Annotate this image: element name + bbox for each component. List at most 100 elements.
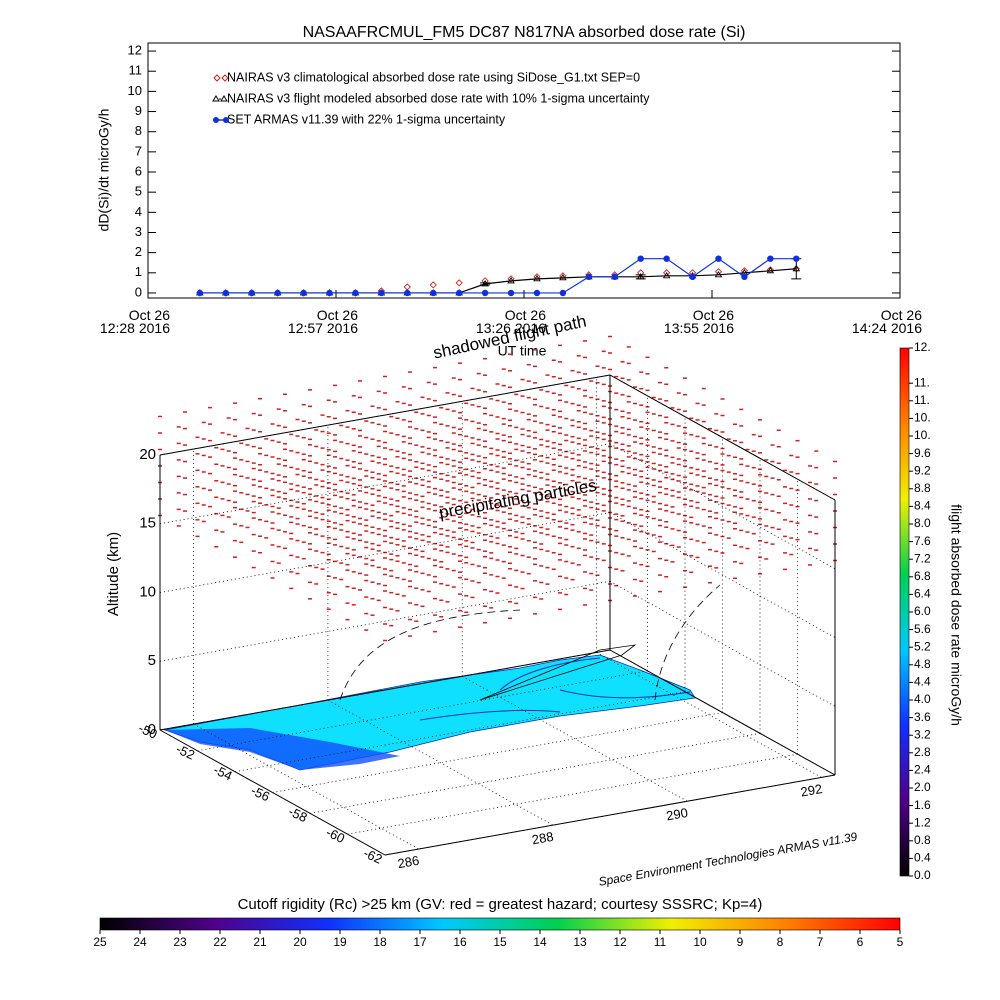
marker [455,289,463,297]
colorbar-tick-label: 15 [493,935,507,949]
marker [403,283,411,291]
colorbar-tick-label: 5.2 [914,639,931,653]
colorbar-tick-label: 0.0 [914,868,931,882]
colorbar-tick-label: 20 [293,935,307,949]
marker [481,280,489,287]
x-tick-label: Oct 26 12:28 2016 [100,307,170,336]
marker [507,275,515,283]
x-tick-label: -54 [211,762,234,784]
z-tick-label: 5 [148,652,156,669]
legend-marker [213,117,219,123]
error-bar [480,282,491,286]
colorbar-tick-label: 6 [857,935,864,949]
x-tick-label: Oct 26 13:26 2016 [476,307,546,336]
colorbar-tick-label: 16 [453,935,467,949]
marker [689,273,696,281]
x-tick-label: -52 [174,741,197,763]
legend-marker [213,74,229,82]
x-tick-label: Oct 26 13:55 2016 [664,307,734,336]
z-tick-label: 15 [139,515,156,532]
colorbar-tick-label: 6.0 [914,604,931,618]
legend-label: NAIRAS v3 flight modeled absorbed dose r… [227,91,650,105]
marker [300,289,307,297]
colorbar-tick-label: 4.8 [914,657,931,671]
grid-line [159,649,611,731]
colorbar-tick-label: 12 [613,935,627,949]
colorbar-tick-label: 6.8 [914,569,931,583]
colorbar-tick-label: 7.2 [914,551,931,565]
colorbar-tick-label: 8.4 [914,499,931,513]
marker [714,270,723,278]
marker [326,289,333,297]
colorbar-tick-label: 0.4 [914,851,931,865]
marker [533,289,541,297]
y-tick-label: 3 [135,224,142,239]
colorbar-tick-label: 18 [373,935,387,949]
x-tick-label: -58 [286,804,309,826]
grid-line [159,512,611,593]
grid-line [197,670,648,752]
marker [533,273,541,281]
chart-title: NASAAFRCMUL_FM5 DC87 N817NA absorbed dos… [303,24,746,41]
colorbar-tick-label: 17 [413,935,427,949]
y-tick-label: 0 [135,284,142,299]
colorbar-tick-label: 6.4 [914,587,931,601]
grid-line [609,443,836,570]
colorbar-tick-label: 12. [914,340,931,354]
error-bar [635,274,646,280]
colorbar-tick-label: 10. [914,428,931,442]
colorbar-tick-label: 25 [93,935,107,949]
x-tick-label: -62 [361,845,384,867]
grid-line [609,580,836,707]
grid-line [384,774,836,856]
marker [455,279,463,287]
colorbar-tick-label: 5.6 [914,622,931,636]
grid-line [309,732,761,814]
y-tick-label: 1 [135,264,142,279]
marker [378,289,385,297]
colorbar-vertical [899,347,910,877]
marker [662,271,671,279]
colorbar-tick-label: 24 [133,935,147,949]
colorbar-tick-label: 1.6 [914,798,931,812]
credit: Space Environment Technologies ARMAS v11… [597,829,858,888]
y-tick-label: 11 [129,63,143,78]
grid-line [159,443,611,525]
x-tick-label: Oct 26 14:24 2016 [852,307,922,336]
colorbar-label: Cutoff rigidity (Rc) >25 km (GV: red = g… [238,896,763,913]
x-tick-label: -60 [324,824,347,846]
marker [430,289,437,297]
colorbar-tick-label: 21 [253,935,267,949]
rigidity-surface [163,584,721,771]
grid-line [347,753,798,835]
marker [507,289,515,297]
marker [429,281,437,289]
colorbar-tick-label: 5 [897,935,904,949]
legend-marker [223,117,229,123]
colorbar-tick-label: 3.2 [914,727,931,741]
marker [559,289,567,297]
colorbar-tick-label: 19 [333,935,347,949]
marker [274,289,281,297]
y-tick-label: 7 [135,143,142,158]
y-tick-label: 2 [135,244,142,259]
colorbar-tick-label: 9.6 [914,446,931,460]
marker [533,274,541,282]
marker [767,255,774,262]
colorbar-tick-label: 4.4 [914,675,931,689]
colorbar-tick-label: 7.6 [914,534,931,548]
grid-line [596,652,822,778]
marker [741,273,748,281]
grid-line [609,374,836,501]
colorbar-horizontal [99,917,901,931]
marker [766,266,775,274]
marker [793,255,800,262]
marker [715,255,722,262]
y-tick-label: 12 [128,43,142,58]
marker [222,289,229,297]
colorbar-tick-label: 3.6 [914,710,931,724]
y-tick-label: 290 [665,805,689,824]
colorbar-tick-label: 8 [777,935,784,949]
y-tick-label: 4 [135,204,142,219]
